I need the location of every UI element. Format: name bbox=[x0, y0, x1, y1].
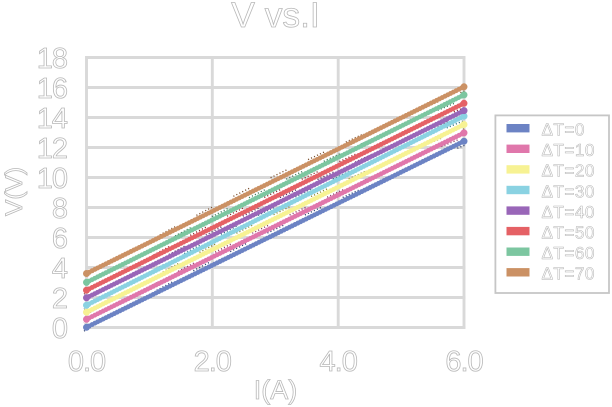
svg-text:10: 10 bbox=[37, 163, 67, 195]
svg-text:18: 18 bbox=[37, 43, 67, 75]
svg-text:8: 8 bbox=[52, 193, 67, 225]
svg-text:ΔT=20: ΔT=20 bbox=[542, 161, 595, 181]
svg-text:V(V): V(V) bbox=[1, 167, 28, 216]
svg-text:4.0: 4.0 bbox=[320, 346, 357, 378]
svg-text:ΔT=50: ΔT=50 bbox=[542, 222, 595, 242]
svg-text:16: 16 bbox=[37, 73, 67, 105]
svg-text:12: 12 bbox=[37, 133, 67, 165]
svg-text:I(A): I(A) bbox=[254, 375, 298, 405]
svg-text:ΔT=30: ΔT=30 bbox=[542, 181, 595, 201]
svg-text:14: 14 bbox=[37, 103, 68, 135]
svg-text:ΔT=70: ΔT=70 bbox=[542, 264, 595, 284]
svg-text:6: 6 bbox=[52, 223, 67, 255]
svg-text:2: 2 bbox=[52, 283, 67, 315]
svg-text:V vs.I: V vs.I bbox=[231, 0, 320, 35]
svg-text:0.0: 0.0 bbox=[68, 346, 105, 378]
svg-text:0: 0 bbox=[52, 313, 67, 345]
svg-text:4: 4 bbox=[52, 253, 68, 285]
svg-text:ΔT=60: ΔT=60 bbox=[542, 243, 595, 263]
svg-text:ΔT=0: ΔT=0 bbox=[542, 120, 585, 140]
svg-text:ΔT=10: ΔT=10 bbox=[542, 140, 595, 160]
svg-text:6.0: 6.0 bbox=[445, 346, 482, 378]
svg-text:ΔT=40: ΔT=40 bbox=[542, 202, 595, 222]
svg-text:2.0: 2.0 bbox=[194, 346, 231, 378]
